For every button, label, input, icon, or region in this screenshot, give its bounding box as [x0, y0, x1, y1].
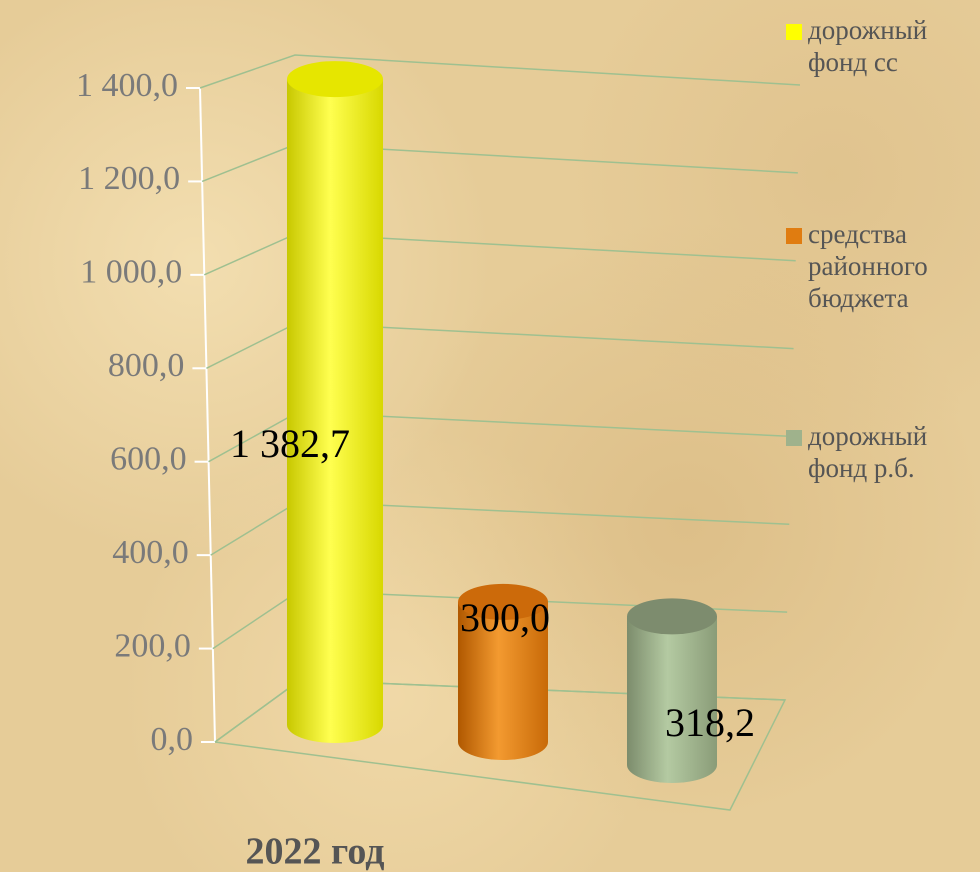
y-tick-label: 600,0 — [110, 441, 187, 478]
cylinder — [458, 583, 548, 760]
y-tick-label: 400,0 — [112, 534, 189, 571]
legend-label: дорожный фонд р.б. — [808, 421, 928, 483]
value-label: 318,2 — [665, 700, 755, 745]
x-category-label: 2022 год — [246, 831, 385, 872]
y-tick-label: 800,0 — [108, 347, 185, 384]
cylinder-body — [287, 79, 383, 744]
cylinder-top — [287, 61, 383, 98]
value-label: 1 382,7 — [230, 421, 350, 466]
legend-marker — [786, 228, 802, 244]
y-tick-label: 200,0 — [114, 627, 191, 664]
cylinder — [287, 61, 383, 744]
legend-marker — [786, 24, 802, 40]
y-tick-label: 1 000,0 — [80, 254, 182, 291]
y-tick-label: 1 200,0 — [78, 160, 180, 197]
legend-label: средства районного бюджета — [808, 219, 928, 313]
cylinder-body — [627, 616, 717, 783]
legend-marker — [786, 430, 802, 446]
y-tick-label: 1 400,0 — [76, 67, 178, 104]
value-label: 300,0 — [460, 595, 550, 640]
cylinder-top — [627, 598, 717, 635]
grid-line — [199, 54, 801, 89]
legend-label: дорожный фонд сс — [808, 15, 928, 77]
cylinder-top — [458, 583, 548, 620]
y-tick-label: 0,0 — [151, 721, 194, 758]
cylinder-body — [458, 601, 548, 760]
y-axis — [199, 87, 216, 743]
cylinder — [627, 598, 717, 783]
